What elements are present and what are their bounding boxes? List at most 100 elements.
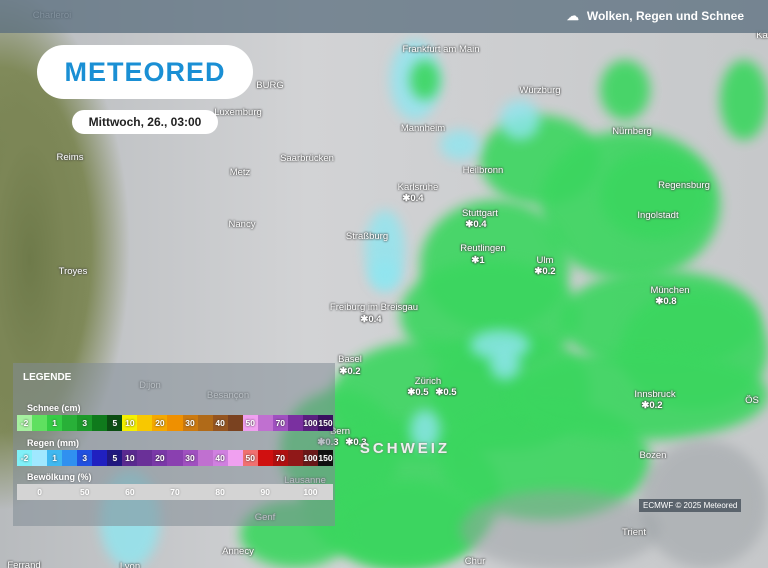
city-label: München — [650, 285, 690, 296]
snow-amount-label: ✱0.4 — [465, 219, 487, 230]
city-label: Ferrand — [7, 560, 41, 568]
city-label: Basel — [338, 354, 362, 365]
forecast-time[interactable]: Mittwoch, 26., 03:00 — [72, 110, 218, 134]
legend-swatch — [197, 450, 213, 466]
rain-area — [370, 260, 400, 290]
city-label: Zürich — [414, 376, 442, 387]
snow-area — [600, 150, 710, 240]
snow-amount-label: ✱0.2 — [641, 400, 663, 411]
legend-swatch — [257, 450, 273, 466]
snow-area — [510, 350, 768, 440]
country-label: SCHWEIZ — [359, 440, 451, 457]
city-label: Troyes — [58, 266, 88, 277]
legend-swatch — [167, 450, 183, 466]
legend-swatch: 1 — [47, 415, 63, 431]
legend-swatch: 70 — [170, 487, 180, 497]
rain-area — [410, 410, 440, 450]
cloud-scale: 0 50 60 70 80 90 100 — [17, 484, 333, 500]
legend-swatch: 0 — [37, 487, 42, 497]
cloud-area — [460, 490, 660, 568]
city-label: Annecy — [222, 546, 254, 557]
top-bar: ☁ Wolken, Regen und Schnee — [0, 0, 768, 33]
legend-swatch — [32, 415, 48, 431]
city-label: Kä — [756, 30, 768, 41]
legend-swatch: 5 — [107, 450, 123, 466]
city-label: Lyon — [119, 561, 141, 568]
legend-panel: LEGENDE Schnee (cm) -2 1 3 5 10 20 30 40 50 70 100… — [13, 363, 335, 526]
cloud-scale-label: Bewölkung (%) — [27, 472, 92, 482]
rain-scale-label: Regen (mm) — [27, 438, 80, 448]
city-label: Bern — [329, 426, 351, 437]
city-label: Heilbronn — [462, 165, 504, 176]
legend-swatch: 30 — [182, 450, 198, 466]
cloud-rain-icon: ☁ — [566, 9, 579, 23]
city-label: Nürnberg — [612, 126, 652, 137]
snow-amount-label: ✱0.5 — [407, 387, 429, 398]
legend-title: LEGENDE — [23, 372, 72, 383]
legend-swatch: 100 — [303, 487, 318, 497]
snow-amount-label: ✱0.2 — [534, 266, 556, 277]
city-label: Trient — [622, 527, 646, 538]
legend-swatch: 150 — [317, 450, 333, 466]
snow-area — [410, 60, 440, 100]
city-label: Straßburg — [345, 231, 389, 242]
rain-area — [440, 130, 480, 160]
legend-swatch — [167, 415, 183, 431]
legend-swatch — [287, 415, 303, 431]
snow-scale: -2 1 3 5 10 20 30 40 50 70 100 150 — [17, 415, 333, 431]
snow-amount-label: ✱0.4 — [360, 314, 382, 325]
legend-swatch: 40 — [212, 450, 228, 466]
city-label: BURG — [256, 80, 284, 91]
legend-swatch — [227, 415, 243, 431]
legend-swatch: 20 — [152, 415, 168, 431]
city-label: Mannheim — [400, 123, 446, 134]
city-label: Metz — [229, 167, 251, 178]
legend-swatch — [92, 415, 108, 431]
legend-swatch: 50 — [79, 487, 90, 497]
legend-swatch: 10 — [122, 415, 138, 431]
legend-swatch: 20 — [152, 450, 168, 466]
snow-amount-label: ✱0.4 — [402, 193, 424, 204]
snow-area — [720, 60, 768, 140]
legend-swatch — [137, 415, 153, 431]
legend-swatch — [32, 450, 48, 466]
city-label: Saarbrücken — [280, 153, 334, 164]
snow-amount-label: ✱0.2 — [339, 366, 361, 377]
city-label: ÖS — [745, 395, 759, 406]
legend-swatch: 70 — [272, 415, 288, 431]
city-label: Frankfurt am Main — [402, 44, 480, 55]
layer-title[interactable]: ☁ Wolken, Regen und Schnee — [566, 9, 744, 23]
legend-swatch — [62, 415, 78, 431]
legend-swatch — [287, 450, 303, 466]
city-label: Freiburg im Breisgau — [329, 302, 419, 313]
legend-swatch: 1 — [47, 450, 63, 466]
snow-amount-label: ✱0.5 — [435, 387, 457, 398]
legend-swatch: 80 — [215, 487, 225, 497]
meteored-logo[interactable]: METEORED — [37, 45, 253, 99]
legend-swatch: 30 — [182, 415, 198, 431]
legend-swatch: 3 — [77, 415, 93, 431]
city-label: Regensburg — [658, 180, 710, 191]
city-label: Chur — [464, 556, 486, 567]
legend-swatch: 5 — [107, 415, 123, 431]
legend-swatch — [197, 415, 213, 431]
city-label: Karlsruhe — [397, 182, 439, 193]
legend-swatch: -2 — [17, 450, 33, 466]
legend-swatch — [92, 450, 108, 466]
city-label: Würzburg — [519, 85, 561, 96]
legend-swatch: 90 — [260, 487, 270, 497]
legend-swatch: -2 — [17, 415, 33, 431]
legend-swatch: 50 — [242, 450, 258, 466]
legend-swatch: 10 — [122, 450, 138, 466]
legend-swatch — [227, 450, 243, 466]
credit: ECMWF © 2025 Meteored — [639, 499, 742, 512]
snow-amount-label: ✱1 — [471, 255, 485, 266]
legend-swatch: 50 — [242, 415, 258, 431]
city-label: Ingolstadt — [637, 210, 679, 221]
rain-area — [500, 100, 540, 140]
rain-scale: -2 1 3 5 10 20 30 40 50 70 100 150 — [17, 450, 333, 466]
city-label: Innsbruck — [634, 389, 676, 400]
snow-scale-label: Schnee (cm) — [27, 403, 81, 413]
legend-swatch — [257, 415, 273, 431]
